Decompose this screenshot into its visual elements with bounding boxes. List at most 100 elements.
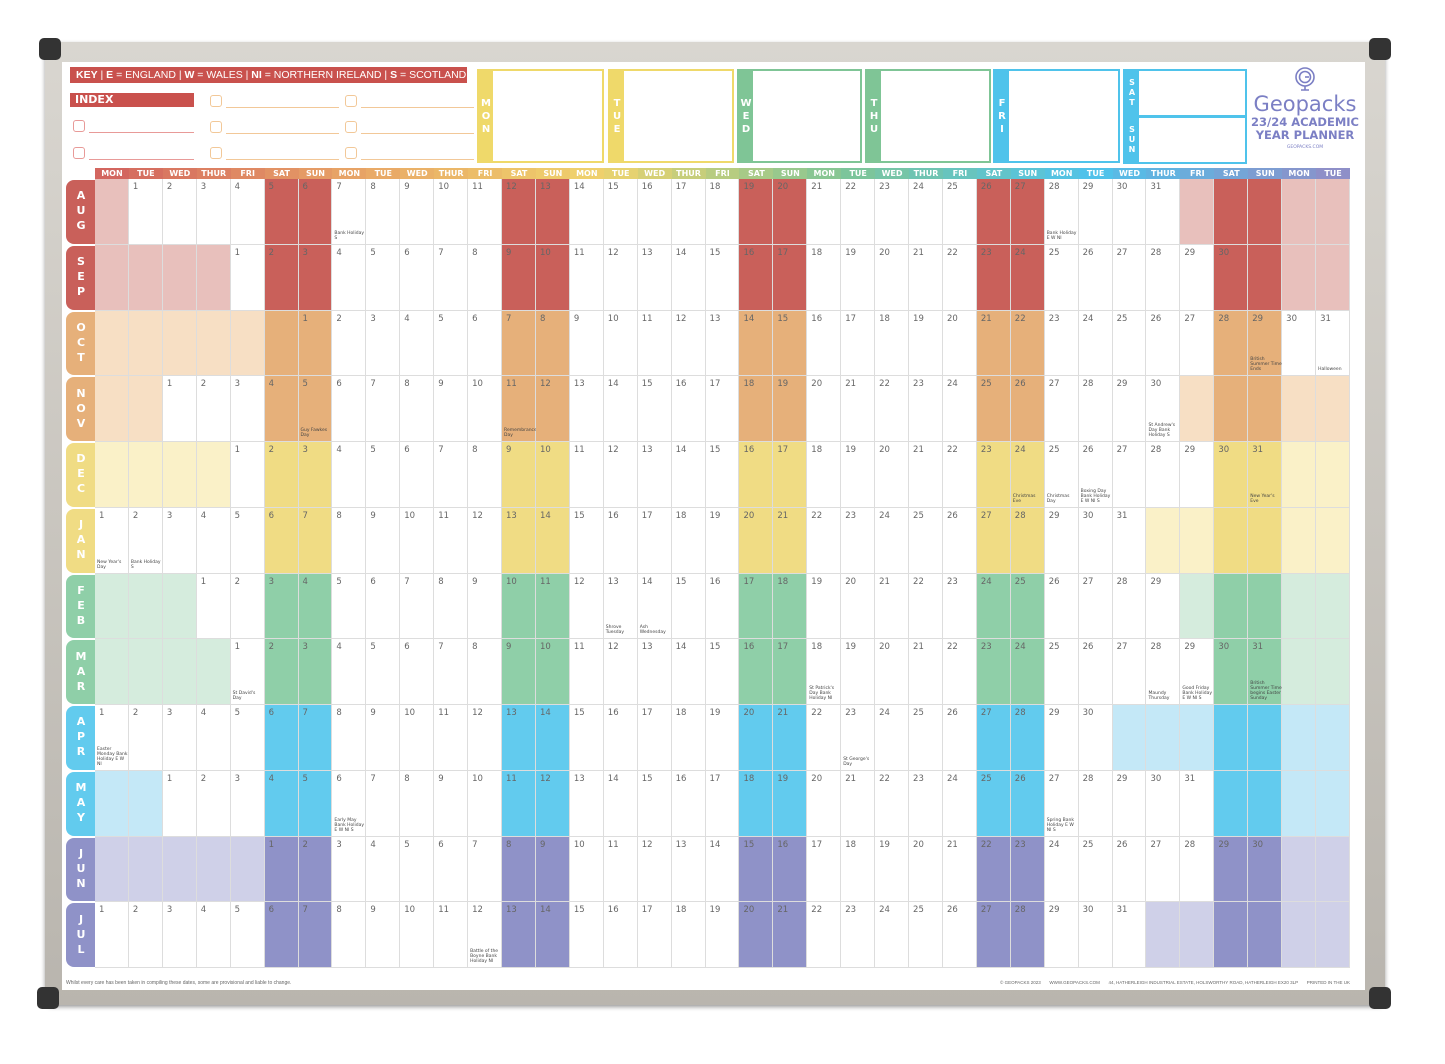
day-cell[interactable]: 2 [332, 310, 367, 377]
day-cell[interactable]: 11 [434, 507, 469, 574]
day-cell[interactable]: 12 [603, 244, 638, 311]
empty-cell[interactable] [1282, 376, 1317, 442]
day-cell[interactable]: 31 [1112, 902, 1147, 968]
day-cell[interactable]: 28 [1112, 573, 1147, 640]
day-cell[interactable]: 9 [366, 507, 401, 574]
day-cell[interactable]: 11 [637, 310, 672, 377]
day-cell[interactable]: 18 [773, 573, 808, 640]
index-checkbox[interactable] [345, 121, 357, 133]
day-cell[interactable]: 5 [366, 442, 401, 508]
day-cell[interactable]: 13 [637, 244, 672, 311]
empty-cell[interactable] [1248, 770, 1283, 837]
index-checkbox[interactable] [345, 95, 357, 107]
day-cell[interactable]: 7 [366, 770, 401, 837]
empty-cell[interactable] [128, 244, 163, 311]
day-cell[interactable]: 7 [298, 507, 333, 574]
day-cell[interactable]: 28 Bank Holiday E W NI [1044, 179, 1079, 245]
day-cell[interactable]: 8 [468, 639, 502, 705]
day-cell[interactable]: 12 [671, 310, 706, 377]
empty-cell[interactable] [1180, 902, 1215, 968]
day-cell[interactable]: 6 [434, 836, 469, 903]
day-cell[interactable]: 16 [671, 376, 706, 442]
day-cell[interactable]: 21 [773, 507, 808, 574]
day-cell[interactable]: 26 [942, 705, 977, 771]
day-cell[interactable]: 27 [1180, 310, 1215, 377]
day-cell[interactable]: 27 Spring Bank Holiday E W NI S [1044, 770, 1079, 837]
day-cell[interactable]: 27 [1112, 639, 1147, 705]
day-cell[interactable]: 12 [535, 770, 570, 837]
empty-cell[interactable] [1248, 902, 1283, 968]
day-cell[interactable]: 10 [400, 507, 435, 574]
day-cell[interactable]: 1 [162, 376, 197, 442]
empty-cell[interactable] [196, 244, 231, 311]
day-cell[interactable]: 11 [603, 836, 638, 903]
day-cell[interactable]: 10 [603, 310, 638, 377]
day-cell[interactable]: 14 [569, 179, 604, 245]
day-cell[interactable]: 11 [569, 639, 604, 705]
empty-cell[interactable] [1316, 836, 1350, 903]
empty-cell[interactable] [1214, 705, 1249, 771]
day-cell[interactable]: 18 [739, 770, 774, 837]
day-cell[interactable]: 9 [434, 770, 469, 837]
empty-cell[interactable] [1282, 179, 1317, 245]
day-cell[interactable]: 26 [942, 507, 977, 574]
day-cell[interactable]: 4 [264, 770, 299, 837]
day-cell[interactable]: 15 [705, 244, 740, 311]
empty-cell[interactable] [1316, 244, 1350, 311]
day-cell[interactable]: 23 [1044, 310, 1079, 377]
day-cell[interactable]: 24 [1044, 836, 1079, 903]
day-cell[interactable]: 29 [1112, 770, 1147, 837]
day-cell[interactable]: 3 [332, 836, 367, 903]
day-cell[interactable]: 26 [1010, 770, 1045, 837]
day-cell[interactable]: 22 [841, 179, 876, 245]
empty-cell[interactable] [1214, 507, 1249, 574]
empty-cell[interactable] [128, 639, 163, 705]
day-cell[interactable]: 21 [841, 376, 876, 442]
day-cell[interactable]: 1 [298, 310, 333, 377]
empty-cell[interactable] [1282, 244, 1317, 311]
day-cell[interactable]: 29 [1044, 902, 1079, 968]
day-cell[interactable]: 4 [332, 244, 367, 311]
day-cell[interactable]: 16 [603, 705, 638, 771]
day-cell[interactable]: 25 [909, 705, 943, 771]
day-cell[interactable]: 20 [841, 573, 876, 640]
day-cell[interactable]: 2 [196, 376, 231, 442]
day-cell[interactable]: 31 [1146, 179, 1181, 245]
day-cell[interactable]: 6 [400, 639, 435, 705]
day-cell[interactable]: 31 New Year's Eve [1248, 442, 1283, 508]
empty-cell[interactable] [1316, 573, 1350, 640]
day-cell[interactable]: 17 [739, 573, 774, 640]
empty-cell[interactable] [162, 442, 197, 508]
day-cell[interactable]: 26 [1112, 836, 1147, 903]
day-cell[interactable]: 5 [230, 507, 265, 574]
day-cell[interactable]: 22 [976, 836, 1011, 903]
day-cell[interactable]: 11 [434, 705, 469, 771]
day-cell[interactable]: 30 [1214, 244, 1249, 311]
empty-cell[interactable] [1248, 179, 1283, 245]
day-cell[interactable]: 13 [671, 836, 706, 903]
day-cell[interactable]: 28 Maundy Thursday [1146, 639, 1181, 705]
day-cell[interactable]: 9 [468, 573, 502, 640]
index-line[interactable] [226, 159, 339, 160]
day-cell[interactable]: 14 Ash Wednesday [637, 573, 672, 640]
day-cell[interactable]: 21 [976, 310, 1011, 377]
day-cell[interactable]: 16 [705, 573, 740, 640]
day-cell[interactable]: 20 [739, 507, 774, 574]
day-cell[interactable]: 11 [502, 770, 536, 837]
day-cell[interactable]: 1 [128, 179, 163, 245]
day-cell[interactable]: 12 [603, 442, 638, 508]
day-cell[interactable]: 25 [1112, 310, 1147, 377]
day-cell[interactable]: 17 [773, 244, 808, 311]
empty-cell[interactable] [1316, 442, 1350, 508]
empty-cell[interactable] [95, 244, 129, 311]
day-cell[interactable]: 19 [773, 376, 808, 442]
day-cell[interactable]: 18 [671, 507, 706, 574]
empty-cell[interactable] [1282, 639, 1317, 705]
day-cell[interactable]: 1 Easter Monday Bank Holiday E W NI [95, 705, 129, 771]
day-cell[interactable]: 29 [1214, 836, 1249, 903]
index-line[interactable] [361, 159, 474, 160]
website-link[interactable]: WWW.GEOPACKS.COM [1049, 980, 1100, 985]
day-cell[interactable]: 10 [434, 179, 469, 245]
day-cell[interactable]: 29 [1180, 244, 1215, 311]
day-cell[interactable]: 23 [976, 244, 1011, 311]
